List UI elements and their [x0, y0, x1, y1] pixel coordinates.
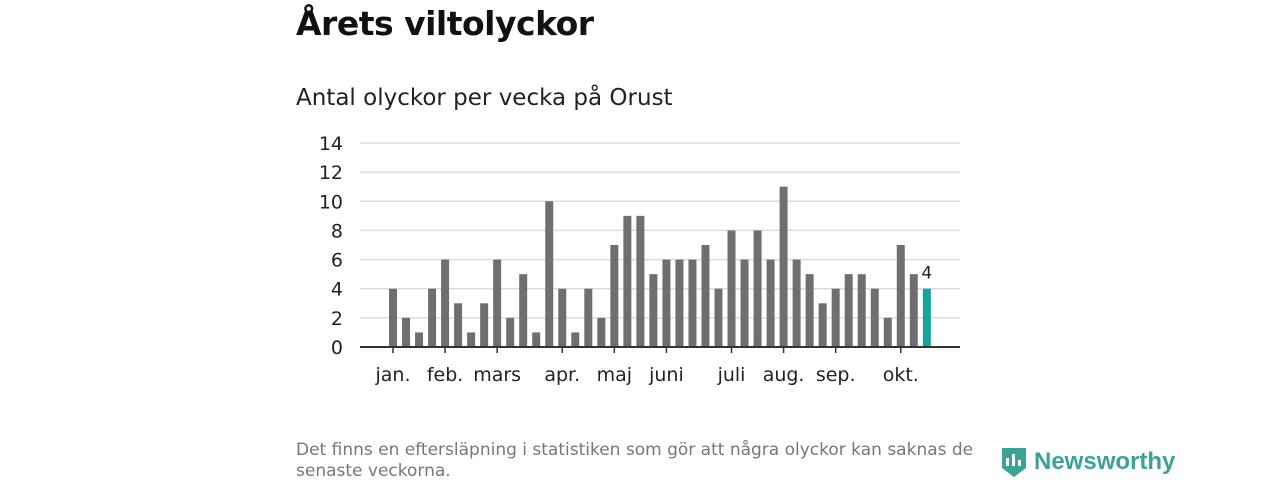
bar [558, 288, 567, 347]
x-tick-label: maj [597, 364, 632, 386]
x-tick-label: feb. [427, 364, 463, 386]
bar [402, 317, 411, 347]
x-tick-label: apr. [544, 364, 580, 386]
bar [714, 288, 723, 347]
bar [649, 274, 658, 347]
newsworthy-logo: Newsworthy [1000, 446, 1175, 478]
bar [818, 303, 827, 347]
bar [857, 274, 866, 347]
bar [597, 317, 606, 347]
bar [909, 274, 918, 347]
y-tick-label: 0 [331, 337, 343, 359]
y-tick-label: 2 [331, 308, 343, 330]
bar [779, 186, 788, 347]
y-tick-label: 14 [319, 133, 343, 155]
bar [636, 215, 645, 347]
bar [532, 332, 541, 347]
bar [467, 332, 476, 347]
bar [805, 274, 814, 347]
bar [545, 201, 554, 347]
bar [701, 245, 710, 347]
bar [844, 274, 853, 347]
bar [883, 317, 892, 347]
bar [896, 245, 905, 347]
bar [493, 259, 502, 347]
x-tick-label: juni [648, 364, 684, 386]
bar-value-label: 4 [921, 264, 932, 284]
x-tick-label: jan. [374, 364, 410, 386]
bar [922, 288, 931, 347]
bar [506, 317, 515, 347]
x-tick-label: okt. [883, 364, 919, 386]
y-tick-label: 12 [319, 162, 343, 184]
bar [415, 332, 424, 347]
bar [480, 303, 489, 347]
x-tick-label: sep. [816, 364, 856, 386]
bar [454, 303, 463, 347]
y-tick-label: 8 [331, 220, 343, 242]
bar [428, 288, 437, 347]
bar [870, 288, 879, 347]
bar [610, 245, 619, 347]
x-tick-label: mars [473, 364, 521, 386]
bar [753, 230, 762, 347]
bar [623, 215, 632, 347]
bar [519, 274, 528, 347]
bar [766, 259, 775, 347]
bar [727, 230, 736, 347]
bar [831, 288, 840, 347]
y-tick-label: 6 [331, 250, 343, 272]
bar [740, 259, 749, 347]
bar [792, 259, 801, 347]
bar [688, 259, 697, 347]
y-tick-label: 4 [331, 279, 343, 301]
page-title: Årets viltolyckor [296, 4, 594, 43]
x-tick-label: aug. [763, 364, 805, 386]
brand-name: Newsworthy [1034, 448, 1176, 475]
bar [675, 259, 684, 347]
bar [441, 259, 450, 347]
chart-subtitle: Antal olyckor per vecka på Orust [296, 85, 673, 111]
bar [571, 332, 580, 347]
bar [584, 288, 593, 347]
bar [662, 259, 671, 347]
y-tick-label: 10 [319, 191, 343, 213]
newsworthy-logo-icon [1002, 448, 1026, 477]
footnote: Det finns en eftersläpning i statistiken… [296, 440, 974, 481]
x-tick-label: juli [717, 364, 746, 386]
bar [389, 288, 397, 347]
